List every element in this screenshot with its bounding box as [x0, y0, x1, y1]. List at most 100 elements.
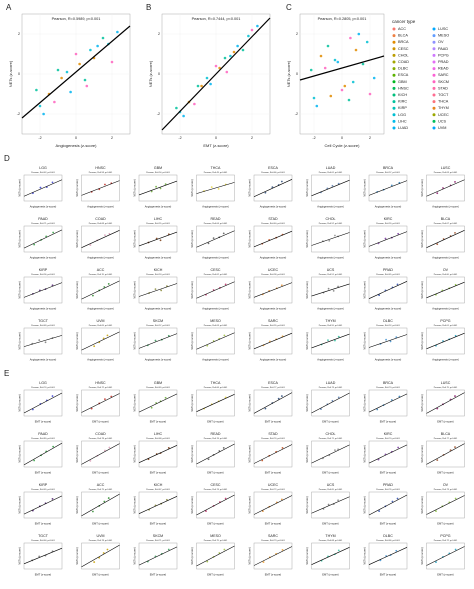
annotation: Pearson, R=0.67, p<0.001 — [146, 488, 170, 491]
point — [89, 48, 92, 52]
point — [442, 340, 444, 342]
point — [365, 40, 369, 44]
y-axis-label: NETs (z-score) — [75, 332, 79, 349]
point — [454, 395, 456, 397]
point — [357, 32, 361, 36]
panel-title: LGG — [39, 381, 47, 385]
point — [454, 181, 456, 183]
point — [45, 235, 48, 238]
x-axis-label: Angiogenesis (z-score) — [375, 307, 402, 311]
y-tick-label: -2 — [17, 112, 20, 116]
point — [277, 397, 280, 400]
legend-swatch — [392, 40, 396, 44]
fit-line — [196, 230, 235, 248]
legend-swatch — [432, 126, 436, 130]
x-tick-label: 0 — [341, 136, 343, 140]
point — [51, 181, 54, 184]
fit-line — [23, 179, 63, 197]
annotation: Pearson, R=0.62, p<0.001 — [31, 171, 55, 174]
fit-line — [311, 333, 350, 349]
point — [92, 510, 94, 513]
fit-line — [253, 546, 293, 566]
annotation: Pearson, R=0.65, p<0.001 — [319, 488, 343, 491]
panel-title: MESO — [210, 534, 221, 538]
x-axis-label: EMT (z-score) — [92, 522, 109, 526]
y-axis-label: NETs (z-score) — [420, 281, 424, 298]
point — [337, 549, 340, 552]
fit-line — [81, 331, 120, 351]
point — [104, 398, 106, 400]
legend-swatch — [432, 40, 436, 44]
point — [33, 243, 36, 246]
y-axis-label: NETs (z-score) — [305, 332, 309, 349]
y-axis-label: NETs (z-score) — [305, 547, 309, 564]
x-axis-label: EMT (z-score) — [35, 471, 52, 475]
point — [349, 36, 352, 40]
point — [103, 286, 106, 288]
legend-label: ACC — [398, 27, 406, 31]
plot-area — [23, 440, 63, 468]
annotation: Pearson, R=0.68, p<0.001 — [146, 437, 170, 440]
point — [165, 498, 168, 501]
point — [347, 98, 351, 102]
y-axis-label: NETs (z-score) — [18, 547, 22, 564]
x-axis-label: Cell Cycle (z-score) — [325, 143, 361, 148]
point — [280, 498, 283, 501]
legend-swatch — [392, 93, 396, 97]
x-axis-label: Angiogenesis (z-score) — [87, 358, 114, 362]
y-axis-label: NETs (z-score) — [363, 179, 367, 196]
fit-line — [426, 179, 465, 197]
annotation: Pearson, R=0.73, p<0.001 — [319, 386, 343, 389]
legend-swatch — [432, 73, 436, 77]
legend-title: cancer type — [392, 19, 416, 24]
x-axis-label: Angiogenesis (z-score) — [145, 205, 172, 209]
point — [454, 283, 457, 286]
x-axis-label: Angiogenesis (z-score) — [317, 205, 344, 209]
y-axis-label: NETs (z-score) — [190, 179, 194, 196]
annotation: Pearson, R=0.72, p<0.001 — [434, 539, 458, 542]
point — [74, 52, 78, 56]
x-axis-label: EMT (z-score) — [92, 573, 109, 577]
annotation: Pearson, R=0.68, p<0.001 — [319, 539, 343, 542]
y-axis-label: NETs (z-score) — [286, 60, 291, 87]
y-axis-label: NETs (z-score) — [75, 394, 79, 411]
legend-swatch — [432, 119, 436, 123]
point — [218, 66, 221, 70]
point — [193, 102, 196, 106]
panel-title: OV — [443, 268, 449, 272]
panel-title: LUSC — [441, 381, 451, 385]
point — [315, 104, 319, 108]
point — [281, 447, 284, 449]
point — [200, 84, 203, 88]
fit-line — [253, 495, 293, 515]
point — [281, 549, 284, 551]
annotation: Pearson, R=0.51, p<0.001 — [319, 273, 343, 276]
y-axis-label: NETs (z-score) — [420, 547, 424, 564]
x-axis-label: Angiogenesis (z-score) — [30, 307, 57, 311]
legend-swatch — [392, 67, 396, 71]
y-axis-label: NETs (z-score) — [190, 281, 194, 298]
point — [337, 335, 340, 338]
annotation: Pearson, R=0.61, p<0.001 — [319, 171, 343, 174]
panel-title: PAAD — [38, 432, 48, 436]
x-axis-label: EMT (z-score) — [437, 522, 454, 526]
legend-label: ESCA — [398, 73, 409, 77]
fit-line — [253, 444, 293, 464]
point — [106, 334, 109, 337]
fit-line — [368, 494, 408, 516]
panel-title: BRCA — [383, 381, 394, 385]
panel-title: BLCA — [441, 217, 451, 221]
point — [116, 30, 119, 34]
y-tick-label: 2 — [18, 32, 20, 36]
annotation: Pearson, R=0.80, p<0.001 — [31, 437, 55, 440]
x-tick-label: -2 — [312, 136, 315, 140]
point — [175, 106, 178, 110]
fit-line — [81, 230, 120, 248]
x-axis-label: Angiogenesis (z-score) — [87, 205, 114, 209]
panel-title: CHOL — [326, 432, 336, 436]
point — [333, 58, 337, 62]
x-axis-label: Angiogenesis (z-score) — [317, 256, 344, 260]
y-axis-label: NETs (z-score) — [133, 230, 137, 247]
panel-title: COAD — [95, 217, 106, 221]
annotation: Pearson, R=0.57, p<0.001 — [146, 324, 170, 327]
